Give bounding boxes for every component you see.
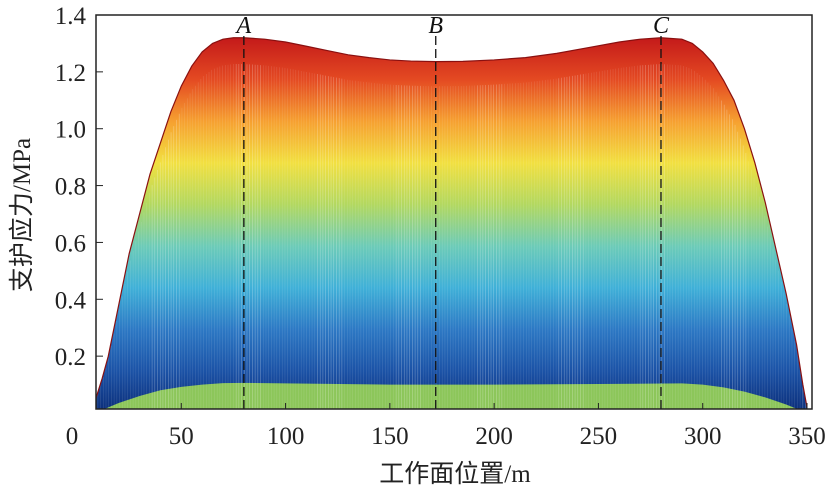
x-tick-label: 250 bbox=[580, 423, 618, 450]
x-tick-label: 50 bbox=[169, 423, 194, 450]
x-tick-label: 0 bbox=[66, 423, 79, 450]
y-axis-label: 支护应力/MPa bbox=[8, 138, 36, 292]
x-tick-label: 300 bbox=[684, 423, 722, 450]
y-tick-label: 1.4 bbox=[55, 3, 87, 30]
y-tick-label: 0.6 bbox=[55, 230, 86, 257]
y-tick-label: 1.0 bbox=[55, 117, 86, 144]
x-axis-label: 工作面位置/m bbox=[379, 460, 531, 488]
y-tick-label: 0.8 bbox=[55, 174, 86, 201]
marker-label-a: A bbox=[235, 13, 252, 39]
y-tick-label: 0.4 bbox=[55, 287, 87, 314]
x-tick-label: 150 bbox=[371, 423, 409, 450]
bottom-band-area bbox=[104, 382, 798, 409]
x-tick-label: 100 bbox=[267, 423, 305, 450]
y-tick-label: 0.2 bbox=[55, 344, 86, 371]
plot-frame bbox=[95, 14, 813, 410]
stress-envelope-line bbox=[96, 37, 808, 408]
marker-label-c: C bbox=[653, 13, 670, 39]
marker-label-b: B bbox=[428, 13, 443, 39]
x-tick-label: 350 bbox=[788, 423, 826, 450]
x-tick-label: 200 bbox=[475, 423, 513, 450]
y-tick-label: 1.2 bbox=[55, 60, 86, 87]
stress-envelope-area bbox=[96, 37, 807, 409]
